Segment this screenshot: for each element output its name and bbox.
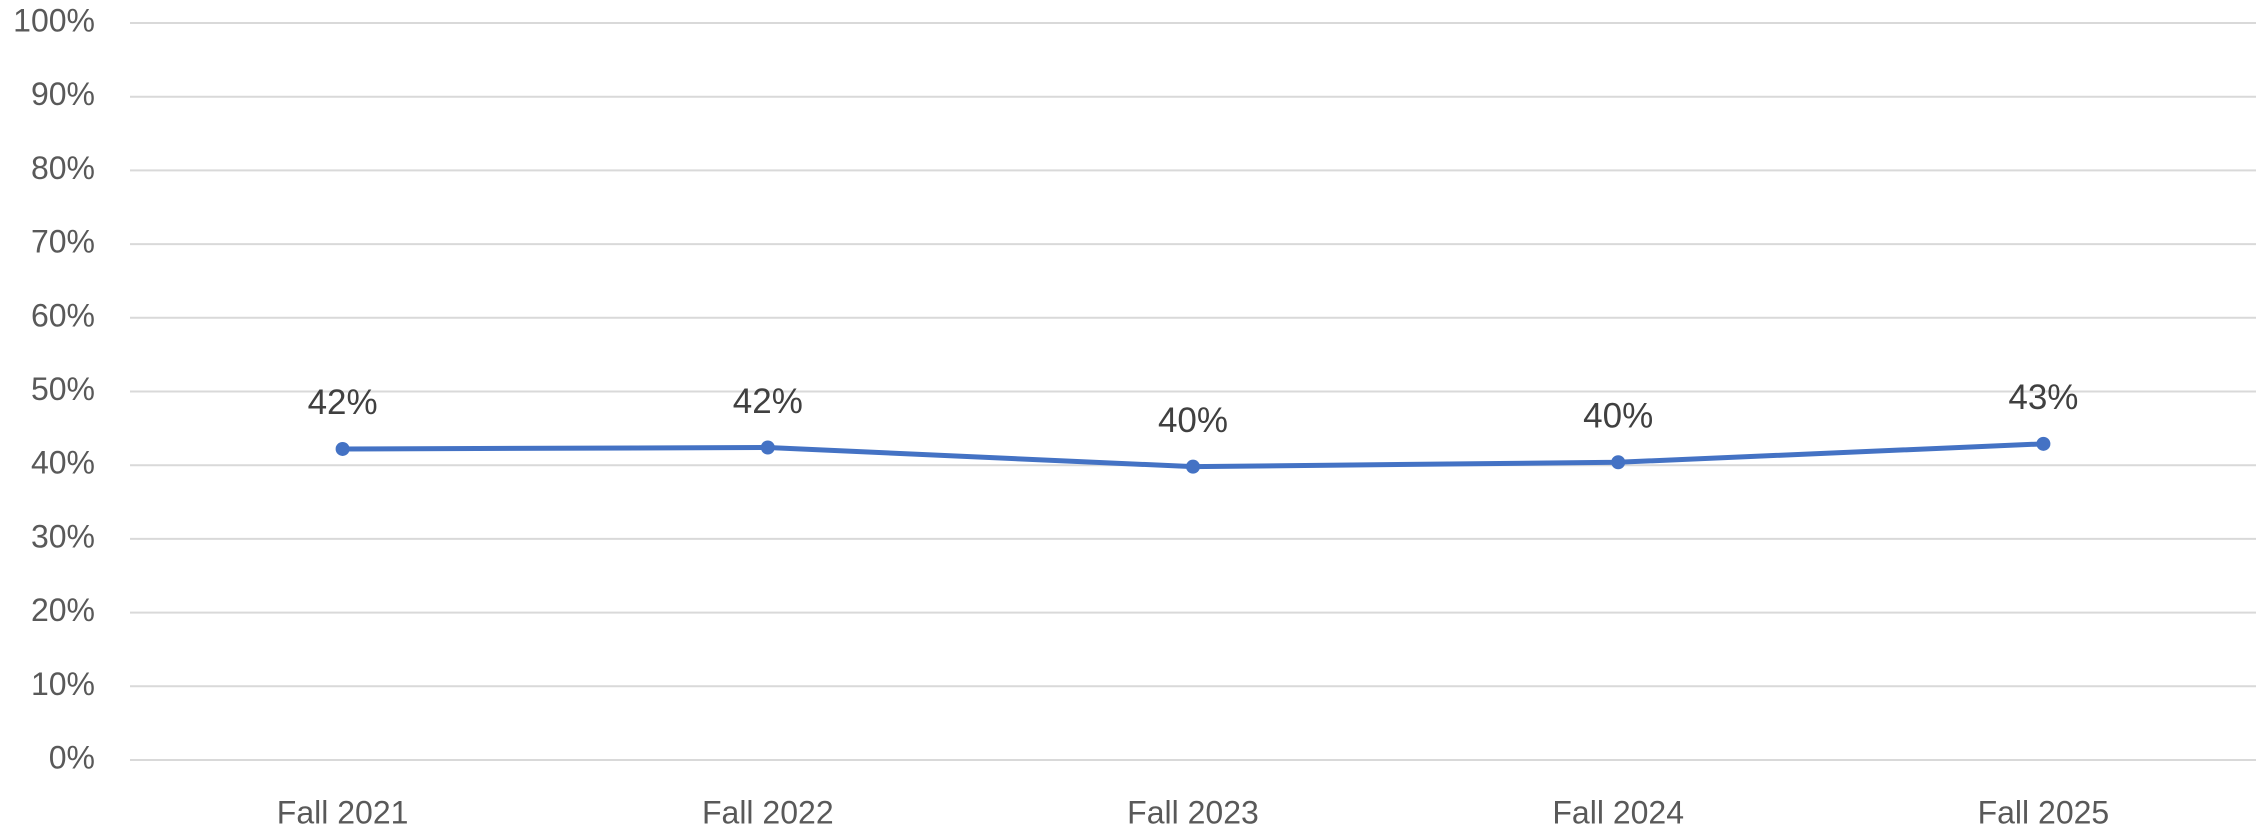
x-tick-label: Fall 2025 bbox=[1978, 794, 2110, 830]
x-tick-label: Fall 2022 bbox=[702, 794, 834, 830]
data-label: 40% bbox=[1158, 401, 1228, 440]
data-label: 42% bbox=[308, 383, 378, 422]
marker bbox=[335, 441, 350, 456]
data-label: 43% bbox=[2008, 378, 2078, 417]
y-tick-label: 60% bbox=[31, 297, 95, 333]
y-tick-label: 10% bbox=[31, 666, 95, 702]
y-tick-label: 50% bbox=[31, 371, 95, 407]
x-tick-label: Fall 2024 bbox=[1552, 794, 1684, 830]
y-tick-label: 30% bbox=[31, 518, 95, 554]
data-label: 40% bbox=[1583, 397, 1653, 436]
marker bbox=[2036, 436, 2051, 451]
marker bbox=[760, 440, 775, 455]
marker bbox=[1186, 459, 1200, 474]
data-label: 42% bbox=[733, 382, 803, 421]
y-tick-label: 80% bbox=[31, 150, 95, 186]
x-tick-label: Fall 2023 bbox=[1127, 794, 1259, 830]
x-tick-label: Fall 2021 bbox=[277, 794, 409, 830]
y-tick-label: 90% bbox=[31, 76, 95, 112]
marker bbox=[1611, 455, 1626, 470]
y-tick-label: 100% bbox=[13, 2, 95, 38]
y-tick-label: 0% bbox=[49, 739, 95, 775]
y-tick-label: 20% bbox=[31, 592, 95, 628]
y-tick-label: 40% bbox=[31, 445, 95, 481]
y-tick-label: 70% bbox=[31, 224, 95, 260]
